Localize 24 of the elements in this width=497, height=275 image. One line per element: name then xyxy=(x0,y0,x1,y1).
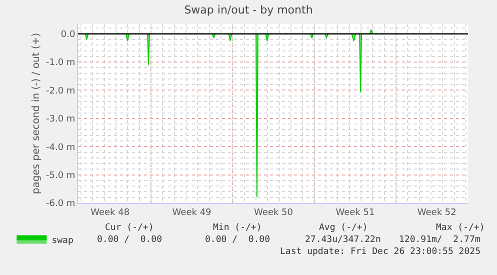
y-tick-label: 0.0 xyxy=(60,30,76,40)
text: 120.91m/ 2.77m xyxy=(399,235,480,245)
text: 0.00 / 0.00 xyxy=(205,235,270,245)
y-tick-label: -6.0 m xyxy=(46,199,76,210)
y-tick-label: -4.0 m xyxy=(46,142,76,153)
chart-title: Swap in/out - by month xyxy=(184,4,313,17)
x-tick-label: Week 50 xyxy=(254,208,294,218)
y-tick-label: -3.0 m xyxy=(46,114,76,125)
y-axis-title: pages per second in (-) / out (+) xyxy=(30,32,42,194)
text: Avg (-/+) xyxy=(319,223,368,233)
y-tick-label: -2.0 m xyxy=(46,86,76,96)
x-tick-label: Week 51 xyxy=(336,208,375,218)
text: 27.43u/347.22n xyxy=(305,235,381,245)
x-tick-label: Week 49 xyxy=(172,208,212,218)
x-tick-label: Week 52 xyxy=(417,208,456,218)
x-tick-label: Week 48 xyxy=(90,208,130,218)
legend-label: swap xyxy=(52,236,74,246)
text: Max (-/+) xyxy=(436,223,485,233)
text: Cur (-/+) xyxy=(105,223,154,233)
text: Min (-/+) xyxy=(213,223,262,233)
y-tick-label: -5.0 m xyxy=(46,170,76,181)
text: Last update: Fri Dec 26 23:00:55 2025 xyxy=(280,247,480,257)
text: 0.00 / 0.00 xyxy=(97,235,162,245)
y-tick-label: -1.0 m xyxy=(46,58,76,68)
